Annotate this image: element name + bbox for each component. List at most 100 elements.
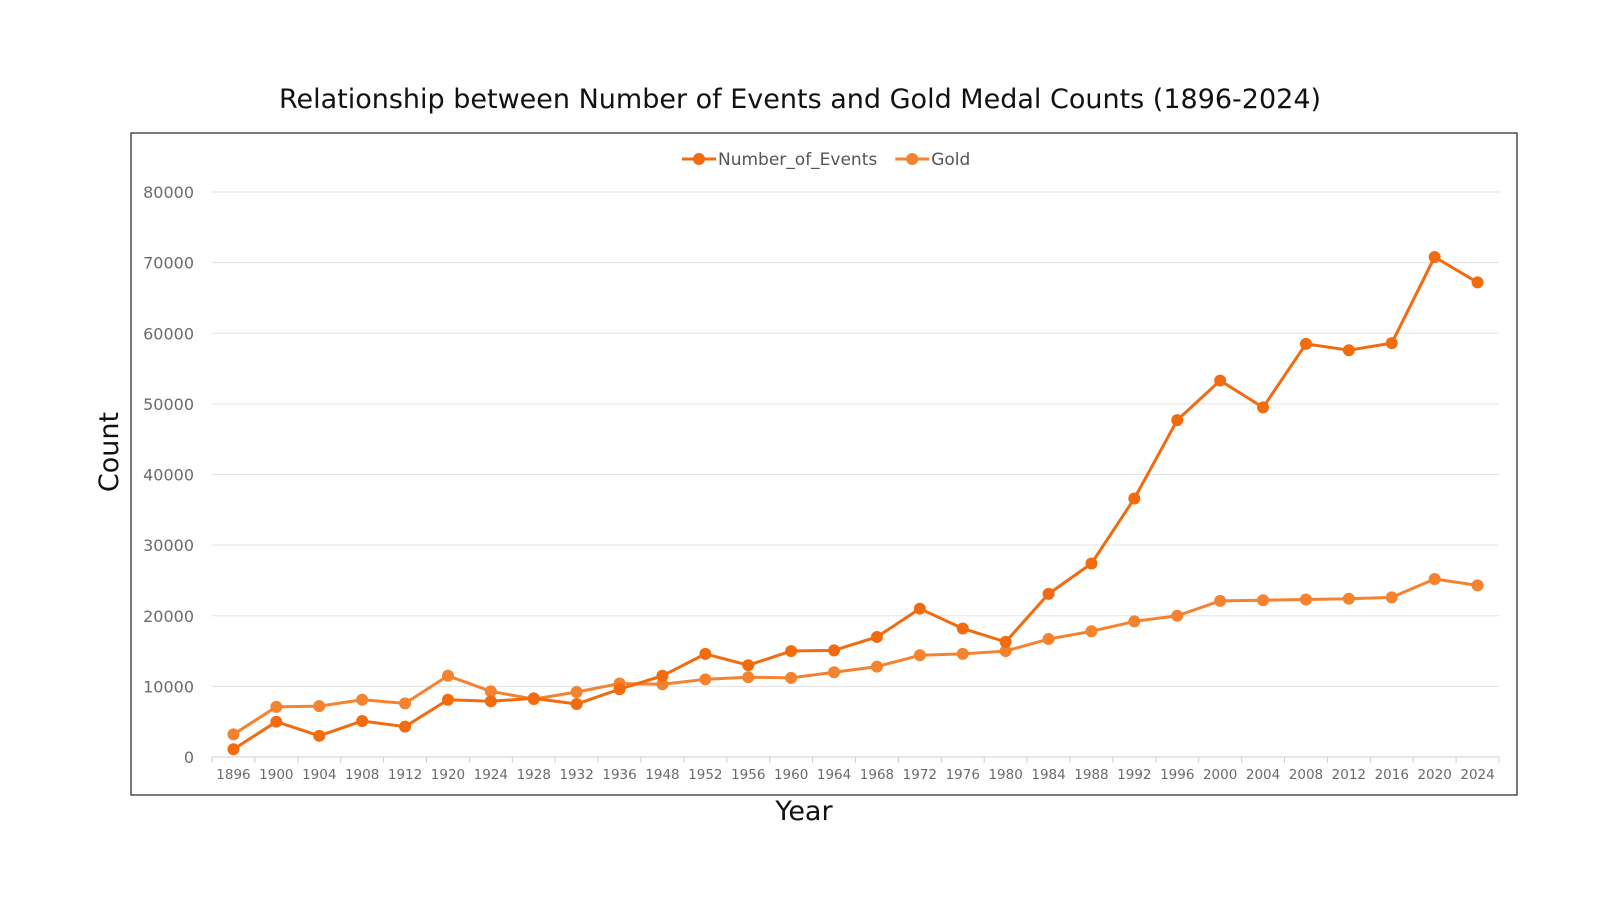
- data-point: [1085, 625, 1098, 638]
- x-tick-label: 1996: [1160, 767, 1194, 783]
- x-tick-label: 1956: [731, 767, 765, 783]
- x-tick-label: 2012: [1332, 767, 1366, 783]
- x-tick-label: 1920: [431, 767, 465, 783]
- x-tick-label: 1928: [517, 767, 551, 783]
- plot-frame: [130, 132, 1518, 796]
- data-point: [785, 645, 798, 658]
- data-point: [570, 698, 583, 711]
- legend-item: Number_of_Events: [682, 150, 877, 170]
- y-tick-label: 20000: [143, 607, 194, 626]
- x-tick-label: 1992: [1117, 767, 1151, 783]
- data-point: [913, 649, 926, 662]
- y-axis-label: Count: [94, 412, 125, 492]
- x-tick-label: 1976: [946, 767, 980, 783]
- x-tick-label: 2020: [1417, 767, 1451, 783]
- data-point: [356, 714, 369, 727]
- data-point: [656, 678, 669, 691]
- data-point: [1428, 573, 1441, 586]
- legend: Number_of_Events Gold: [682, 150, 970, 170]
- data-point: [527, 692, 540, 705]
- data-point: [227, 743, 240, 756]
- x-tick-label: 1960: [774, 767, 808, 783]
- data-point: [1342, 592, 1355, 605]
- x-tick-label: 1972: [903, 767, 937, 783]
- data-point: [1471, 579, 1484, 592]
- x-tick-label: 2008: [1289, 767, 1323, 783]
- data-point: [227, 728, 240, 741]
- data-point: [1128, 615, 1141, 628]
- y-axis-ticks: 0 10000 20000 30000 40000 50000 60000 70000 8000…: [143, 183, 194, 767]
- gridlines: [212, 191, 1499, 758]
- data-point: [1428, 250, 1441, 263]
- x-tick-label: 1896: [216, 767, 250, 783]
- data-point: [313, 700, 326, 713]
- x-tick-label: 2016: [1375, 767, 1409, 783]
- data-point: [356, 693, 369, 706]
- data-point: [1042, 587, 1055, 600]
- x-tick-label: 1984: [1031, 767, 1065, 783]
- data-point: [742, 671, 755, 684]
- x-tick-label: 1952: [688, 767, 722, 783]
- data-point: [1257, 594, 1270, 607]
- data-point: [313, 729, 326, 742]
- legend-marker: [906, 153, 919, 165]
- x-tick-label: 1932: [559, 767, 593, 783]
- data-point: [1385, 591, 1398, 604]
- data-point: [870, 660, 883, 673]
- legend-label: Number_of_Events: [718, 150, 877, 170]
- data-point: [1471, 276, 1484, 289]
- y-tick-label: 50000: [143, 395, 194, 414]
- data-point: [484, 695, 497, 708]
- data-point: [999, 635, 1012, 648]
- x-tick-label: 1988: [1074, 767, 1108, 783]
- data-point: [913, 602, 926, 615]
- data-point: [785, 671, 798, 684]
- data-point: [270, 715, 283, 728]
- x-tick-label: 2024: [1460, 767, 1494, 783]
- data-point: [828, 644, 841, 657]
- legend-label: Gold: [931, 150, 970, 170]
- data-point: [1042, 633, 1055, 646]
- data-point: [1085, 557, 1098, 570]
- x-tick-label: 1964: [817, 767, 851, 783]
- series-gold: [227, 573, 1484, 741]
- legend-item: Gold: [895, 150, 970, 170]
- data-point: [956, 622, 969, 635]
- data-point: [828, 666, 841, 679]
- series-lines: [227, 250, 1484, 756]
- data-point: [699, 647, 712, 660]
- y-tick-label: 70000: [143, 254, 194, 273]
- data-point: [441, 693, 454, 706]
- x-tick-label: 1980: [988, 767, 1022, 783]
- data-point: [699, 673, 712, 686]
- data-point: [399, 697, 412, 710]
- data-point: [1299, 337, 1312, 350]
- data-point: [399, 720, 412, 733]
- data-point: [999, 645, 1012, 658]
- y-tick-label: 0: [184, 748, 194, 767]
- data-point: [613, 683, 626, 696]
- chart-title: Relationship between Number of Events an…: [279, 84, 1321, 115]
- data-point: [1299, 593, 1312, 606]
- y-tick-label: 80000: [143, 183, 194, 202]
- data-point: [570, 686, 583, 699]
- x-tick-label: 1908: [345, 767, 379, 783]
- data-point: [441, 669, 454, 682]
- x-tick-label: 1912: [388, 767, 422, 783]
- data-point: [742, 659, 755, 672]
- x-tick-label: 1968: [860, 767, 894, 783]
- x-axis-label: Year: [774, 796, 833, 827]
- y-tick-label: 40000: [143, 466, 194, 485]
- x-tick-label: 2004: [1246, 767, 1280, 783]
- y-tick-label: 60000: [143, 324, 194, 343]
- y-tick-label: 10000: [143, 677, 194, 696]
- x-tick-label: 1924: [474, 767, 508, 783]
- data-point: [656, 669, 669, 682]
- x-tick-label: 1948: [645, 767, 679, 783]
- x-axis-ticks: 1896 1900 1904 1908 1912 1920 1924 1928 1932 1936…: [211, 757, 1500, 783]
- data-point: [270, 700, 283, 713]
- x-tick-label: 2000: [1203, 767, 1237, 783]
- y-tick-label: 30000: [143, 536, 194, 555]
- data-point: [1342, 344, 1355, 357]
